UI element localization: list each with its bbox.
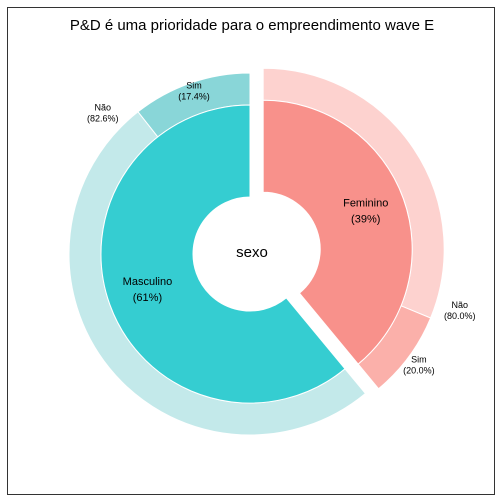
outer-percent-masculino-nao: (82.6%) xyxy=(87,113,119,123)
outer-label-feminino-nao: Não xyxy=(451,300,468,310)
inner-label-feminino: Feminino xyxy=(343,197,388,209)
outer-label-masculino-nao: Não xyxy=(95,102,112,112)
inner-percent-feminino: (39%) xyxy=(351,213,380,225)
outer-label-masculino-sim: Sim xyxy=(186,80,202,90)
outer-percent-feminino-sim: (20.0%) xyxy=(403,366,435,376)
center-hole xyxy=(207,211,293,297)
inner-slice-masculino xyxy=(100,104,346,404)
outer-percent-feminino-nao: (80.0%) xyxy=(444,311,476,321)
inner-slice-feminino xyxy=(262,99,413,365)
chart-title: P&D é uma prioridade para o empreendimen… xyxy=(69,17,435,34)
inner-label-masculino: Masculino xyxy=(123,276,173,288)
inner-percent-masculino: (61%) xyxy=(133,292,162,304)
outer-percent-masculino-sim: (17.4%) xyxy=(178,91,210,101)
outer-label-feminino-sim: Sim xyxy=(411,355,427,365)
center-label: sexo xyxy=(236,244,268,261)
